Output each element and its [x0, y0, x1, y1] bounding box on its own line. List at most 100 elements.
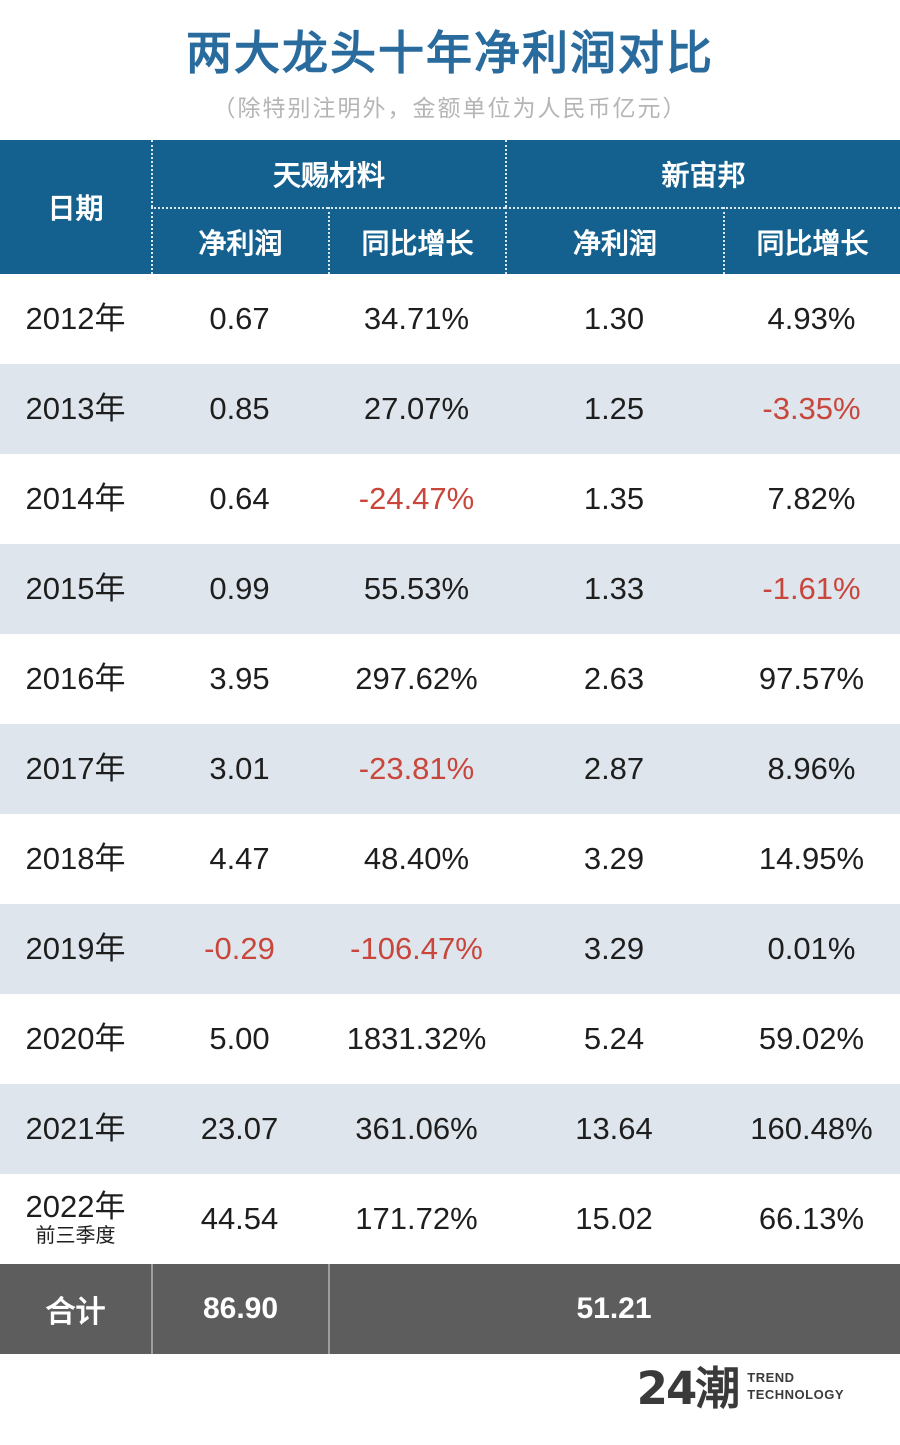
capchem-growth-cell: 7.82% [767, 481, 856, 516]
date-label: 2015年 [25, 570, 126, 606]
tianci-profit-cell: 0.67 [209, 301, 270, 336]
date-label: 2012年 [25, 300, 126, 336]
capchem-profit-cell: 15.02 [575, 1201, 653, 1236]
date-label: 2020年 [25, 1020, 126, 1056]
date-cell: 2012年 [0, 274, 151, 364]
table-row: 2015年 0.99 55.53% 1.33 -1.61% [0, 544, 900, 634]
table-row: 2016年 3.95 297.62% 2.63 97.57% [0, 634, 900, 724]
capchem-growth-cell: 8.96% [767, 751, 856, 786]
logo-caption-line2: TECHNOLOGY [747, 1386, 844, 1402]
capchem-growth-cell: 160.48% [750, 1111, 873, 1146]
capchem-growth-cell: 59.02% [758, 1021, 865, 1056]
header-sub-profit-2: 净利润 [505, 207, 723, 274]
capchem-profit-cell: 2.87 [583, 751, 645, 786]
footer-spacer-1 [328, 1264, 505, 1354]
date-cell: 2014年 [0, 454, 151, 544]
date-cell: 2015年 [0, 544, 151, 634]
header-group-capchem: 新宙邦 [505, 140, 900, 207]
tianci-growth-cell: 297.62% [355, 661, 478, 696]
capchem-profit-cell: 5.24 [583, 1021, 645, 1056]
table-row: 2017年 3.01 -23.81% 2.87 8.96% [0, 724, 900, 814]
capchem-growth-cell: 97.57% [758, 661, 865, 696]
tianci-growth-cell: 48.40% [363, 841, 470, 876]
tianci-growth-cell: 55.53% [363, 571, 470, 606]
table-row: 2014年 0.64 -24.47% 1.35 7.82% [0, 454, 900, 544]
capchem-profit-cell: 3.29 [583, 841, 645, 876]
title-block: 两大龙头十年净利润对比 （除特别注明外，金额单位为人民币亿元） [0, 0, 900, 140]
tianci-profit-cell: 3.95 [209, 661, 270, 696]
date-label: 2019年 [25, 930, 126, 966]
tianci-profit-cell: 44.54 [200, 1201, 279, 1236]
date-cell: 2022年 前三季度 [0, 1174, 151, 1264]
date-label: 2013年 [25, 390, 126, 426]
date-cell: 2016年 [0, 634, 151, 724]
tianci-profit-cell: 23.07 [200, 1111, 279, 1146]
tianci-growth-cell: 1831.32% [346, 1021, 487, 1056]
table-row: 2013年 0.85 27.07% 1.25 -3.35% [0, 364, 900, 454]
table-footer: 合计 86.90 51.21 [0, 1264, 900, 1354]
header-sub-growth-2: 同比增长 [723, 207, 900, 274]
tianci-growth-cell: -106.47% [350, 931, 483, 966]
table-body: 2012年 0.67 34.71% 1.30 4.93% 2013年 0.85 … [0, 274, 900, 1264]
capchem-growth-cell: 0.01% [767, 931, 856, 966]
brand-logo: 24潮 TREND TECHNOLOGY [637, 1366, 844, 1411]
tianci-total: 86.90 [151, 1264, 328, 1354]
date-label: 2014年 [25, 480, 126, 516]
tianci-profit-cell: 0.64 [209, 481, 270, 516]
tianci-profit-cell: 3.01 [209, 751, 270, 786]
capchem-profit-cell: 1.25 [583, 391, 645, 426]
tianci-profit-cell: -0.29 [204, 931, 275, 966]
table-row: 2020年 5.00 1831.32% 5.24 59.02% [0, 994, 900, 1084]
footer-spacer-2 [723, 1264, 900, 1354]
tianci-growth-cell: 171.72% [355, 1201, 478, 1236]
date-cell: 2020年 [0, 994, 151, 1084]
capchem-growth-cell: -3.35% [762, 391, 861, 426]
date-label: 2016年 [25, 660, 126, 696]
tianci-growth-cell: 27.07% [363, 391, 470, 426]
capchem-profit-cell: 2.63 [583, 661, 645, 696]
capchem-total: 51.21 [576, 1292, 652, 1325]
tianci-growth-cell: -23.81% [358, 751, 475, 786]
capchem-profit-cell: 3.29 [583, 931, 645, 966]
capchem-profit-cell: 1.35 [583, 481, 645, 516]
date-cell: 2013年 [0, 364, 151, 454]
tianci-profit-cell: 0.99 [209, 571, 270, 606]
table-header: 日期 天赐材料 新宙邦 净利润 同比增长 净利润 同比增长 [0, 140, 900, 274]
tianci-growth-cell: 34.71% [363, 301, 470, 336]
tianci-growth-cell: 361.06% [355, 1111, 478, 1146]
header-date: 日期 [47, 193, 104, 224]
table-row: 2018年 4.47 48.40% 3.29 14.95% [0, 814, 900, 904]
date-note: 前三季度 [35, 1225, 116, 1248]
table-row: 2019年 -0.29 -106.47% 3.29 0.01% [0, 904, 900, 994]
date-cell: 2021年 [0, 1084, 151, 1174]
capchem-profit-cell: 1.33 [583, 571, 645, 606]
capchem-growth-cell: 66.13% [758, 1201, 865, 1236]
header-sub-growth-1: 同比增长 [328, 207, 505, 274]
capchem-growth-cell: 4.93% [767, 301, 856, 336]
header-sub-profit-1: 净利润 [151, 207, 328, 274]
logo-caption-line1: TREND [747, 1370, 795, 1385]
table-row: 2022年 前三季度 44.54 171.72% 15.02 66.13% [0, 1174, 900, 1264]
date-label: 2018年 [25, 840, 126, 876]
capchem-growth-cell: -1.61% [762, 571, 861, 606]
tianci-profit-cell: 5.00 [209, 1021, 270, 1056]
logo-caption: TREND TECHNOLOGY [747, 1366, 844, 1404]
logo-24chao-mark: 24潮 [636, 1362, 741, 1415]
date-cell: 2019年 [0, 904, 151, 994]
capchem-growth-cell: 14.95% [758, 841, 865, 876]
date-cell: 2018年 [0, 814, 151, 904]
date-label: 2021年 [25, 1110, 126, 1146]
total-label: 合计 [45, 1296, 106, 1329]
page-subtitle: （除特别注明外，金额单位为人民币亿元） [212, 94, 688, 121]
capchem-profit-cell: 1.30 [583, 301, 645, 336]
tianci-growth-cell: -24.47% [358, 481, 475, 516]
table-row: 2012年 0.67 34.71% 1.30 4.93% [0, 274, 900, 364]
date-label: 2017年 [25, 750, 126, 786]
date-label: 2022年 [25, 1188, 126, 1224]
date-cell: 2017年 [0, 724, 151, 814]
capchem-profit-cell: 13.64 [575, 1111, 653, 1146]
page-title: 两大龙头十年净利润对比 [186, 27, 714, 79]
table-row: 2021年 23.07 361.06% 13.64 160.48% [0, 1084, 900, 1174]
header-group-tianci: 天赐材料 [151, 140, 505, 207]
